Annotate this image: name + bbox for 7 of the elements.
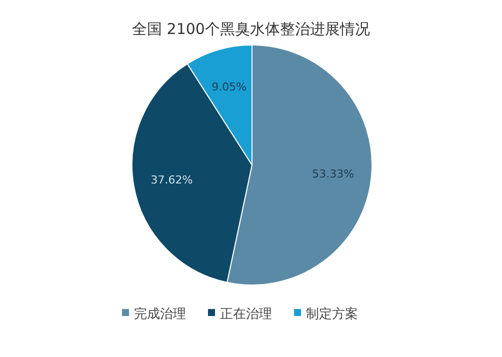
legend-label: 完成治理 <box>134 306 186 322</box>
title: 全国 2100个黑臭水体整治进展情况 <box>132 20 370 38</box>
data-label: 53.33% <box>312 168 354 181</box>
legend-label: 制定方案 <box>306 306 358 322</box>
legend-label: 正在治理 <box>220 307 272 322</box>
data-label: 37.62% <box>150 174 193 187</box>
data-label: 9.05% <box>212 80 247 94</box>
